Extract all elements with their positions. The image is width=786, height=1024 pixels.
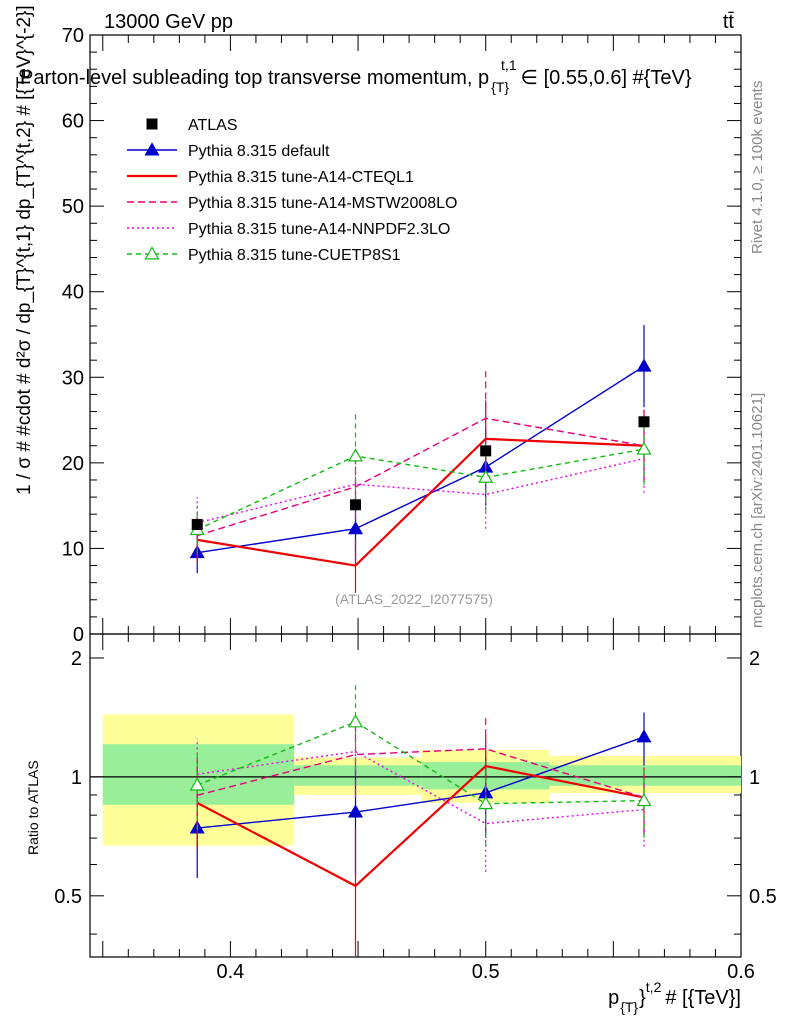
data-point [638, 416, 650, 428]
ratio-tick-label-right: 2 [749, 648, 760, 670]
legend-label: Pythia 8.315 tune-A14-NNPDF2.3LO [188, 221, 450, 238]
ratio-series-line [196, 764, 645, 888]
legend-marker [146, 118, 158, 130]
series-line [196, 448, 645, 531]
legend-marker [144, 246, 160, 260]
axis-ticks: 0 10 20 30 40 50 60 70 0.5 0.5 1 1 2 2 0.4 0.5 0.6 [54, 25, 777, 983]
ratio-tick-label-left: 1 [71, 767, 82, 789]
ratio-panel-frame [89, 633, 742, 958]
ratio-tick-label-right: 0.5 [749, 886, 777, 908]
analysis-watermark: (ATLAS_2022_I2077575) [335, 591, 493, 607]
data-point [480, 445, 492, 457]
ratio-y-axis-label: Ratio to ATLAS [25, 760, 41, 855]
legend-marker [144, 142, 160, 156]
y-tick-label: 10 [62, 538, 84, 560]
series-point [347, 448, 364, 462]
series-point [478, 469, 494, 483]
y-axis-label: 1 / σ # #cdot # d²σ / dp_{T}^{t,1} dp_{T… [14, 5, 35, 495]
data-point [191, 518, 203, 530]
ratio-point [636, 729, 652, 743]
y-tick-label: 40 [62, 282, 84, 304]
mcplots-label: mcplots.cern.ch [arXiv:2401.10621] [749, 393, 766, 628]
rivet-version-label: Rivet 4.1.0, ≥ 100k events [749, 81, 766, 254]
series-line [197, 457, 645, 524]
ratio-point [478, 796, 494, 810]
ratio-series-line [197, 748, 645, 799]
x-axis-label: p{T}}t,2 # [{TeV}] [608, 979, 741, 1015]
series-line [197, 437, 645, 567]
legend: ATLAS Pythia 8.315 default Pythia 8.315 tu… [127, 117, 457, 264]
y-tick-label: 30 [62, 367, 84, 389]
legend-label: ATLAS [188, 117, 238, 134]
x-tick-label: 0.6 [727, 961, 755, 983]
ratio-tick-label-left: 0.5 [54, 886, 82, 908]
ratio-point [636, 792, 652, 807]
y-tick-label: 20 [62, 453, 84, 475]
y-tick-label: 70 [62, 25, 84, 47]
legend-label: Pythia 8.315 tune-A14-MSTW2008LO [188, 195, 457, 212]
plot-title: Parton-level subleading top transverse m… [20, 57, 692, 95]
x-tick-label: 0.4 [217, 961, 245, 983]
ratio-band-inner [549, 765, 741, 786]
main-plot-series [189, 325, 652, 593]
ratio-tick-label-right: 1 [749, 767, 760, 789]
ratio-band-inner [294, 765, 422, 786]
process-label: tt̄ [723, 11, 735, 33]
ratio-plot-series [189, 683, 652, 957]
ratio-point [347, 714, 364, 728]
ratio-series-line [197, 736, 645, 829]
legend-label: Pythia 8.315 default [188, 143, 330, 160]
data-point [350, 499, 362, 511]
legend-label: Pythia 8.315 tune-CUETP8S1 [188, 247, 401, 264]
series-point [347, 521, 364, 535]
ratio-series-line [196, 721, 645, 805]
y-tick-label: 0 [73, 624, 84, 646]
series-point [636, 441, 652, 455]
series-line [197, 417, 645, 537]
series-line [197, 365, 645, 554]
legend-label: Pythia 8.315 tune-A14-CTEQL1 [188, 169, 414, 186]
x-tick-label: 0.5 [472, 961, 500, 983]
ratio-point [347, 804, 364, 818]
ratio-tick-label-left: 2 [71, 648, 82, 670]
y-tick-label: 50 [62, 196, 84, 218]
energy-label: 13000 GeV pp [104, 11, 233, 33]
y-tick-label: 60 [62, 111, 84, 133]
ratio-point [189, 777, 205, 791]
series-point [636, 358, 652, 372]
